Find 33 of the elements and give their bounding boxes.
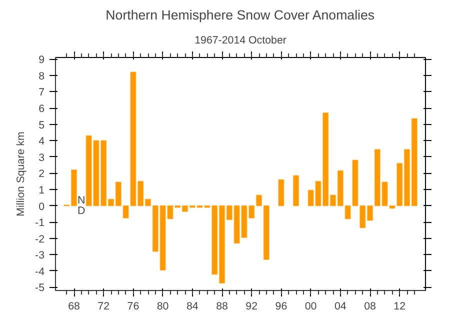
x-tick-label: 72 (98, 300, 110, 312)
x-tick-label: 04 (334, 300, 346, 312)
y-tick-label: -1 (35, 217, 45, 230)
x-tick-label: 96 (275, 300, 288, 312)
bar (278, 179, 284, 206)
y-tick-label: -5 (35, 282, 45, 294)
y-tick-label: -3 (35, 250, 45, 262)
x-tick-label: 08 (364, 300, 376, 312)
y-tick-label: 8 (38, 70, 45, 82)
x-tick-label: 12 (394, 300, 406, 312)
chart-title: Northern Hemisphere Snow Cover Anomalies (106, 8, 375, 22)
x-tick-label: 76 (127, 300, 140, 312)
chart-subtitle: 1967-2014 October (194, 34, 287, 46)
x-tick-label: 88 (216, 300, 228, 312)
y-tick-label: 3 (38, 152, 45, 164)
x-tick-label: 84 (186, 300, 198, 312)
y-tick-label: 0 (38, 200, 45, 213)
annotation: N D (78, 194, 86, 218)
y-tick-label: 9 (38, 54, 45, 66)
x-tick-label: 68 (68, 300, 80, 312)
y-tick-label: 7 (38, 86, 45, 99)
x-tick-label: 80 (156, 300, 169, 312)
y-axis-title: Million Square km (15, 132, 28, 216)
y-tick-label: -4 (35, 266, 45, 278)
bar (292, 175, 300, 206)
y-tick-label: 5 (38, 119, 45, 132)
y-tick-label: 6 (38, 103, 45, 116)
y-tick-label: 4 (38, 136, 45, 148)
x-tick-label: 00 (304, 300, 317, 312)
y-tick-label: 1 (38, 184, 45, 196)
y-tick-label: -2 (35, 233, 45, 246)
y-tick-label: 2 (38, 168, 45, 180)
x-tick-label: 92 (246, 300, 258, 312)
